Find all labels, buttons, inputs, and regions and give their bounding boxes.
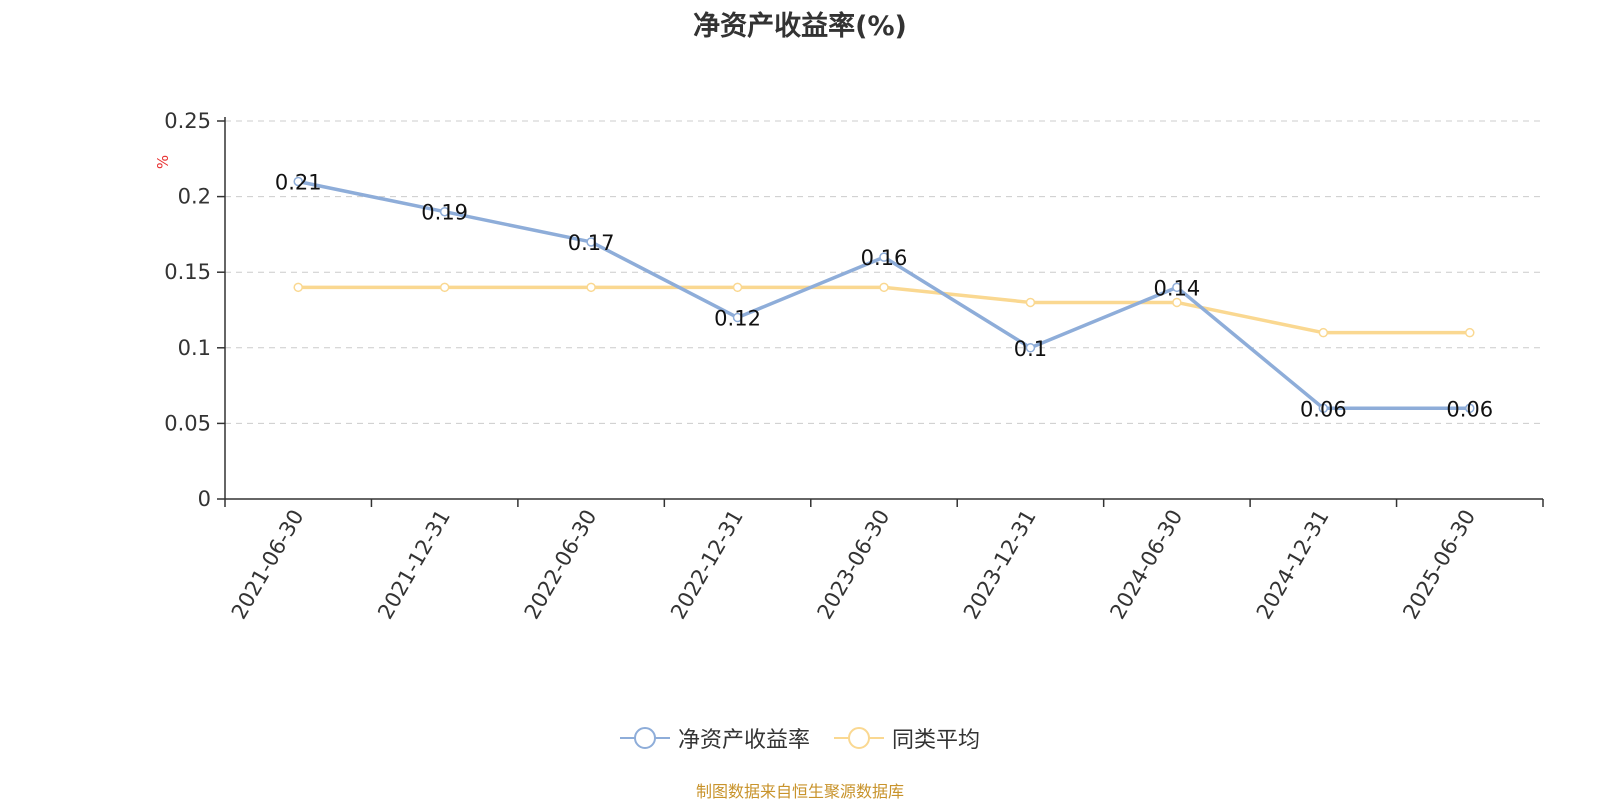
- x-tick-label: 2021-12-31: [373, 506, 455, 624]
- series-line-roe: [297, 179, 1470, 411]
- legend-line-circle-icon: [834, 725, 884, 751]
- y-tick-label: 0.05: [164, 411, 211, 435]
- grid-lines: [225, 120, 1543, 424]
- data-point-roe: [732, 312, 743, 323]
- data-labels: 0.21 0.19 0.17 0.12 0.16 0.1 0.14 0.06 0.06: [275, 170, 1493, 421]
- data-point-peer-average: [586, 282, 596, 293]
- data-label: 0.06: [1446, 397, 1493, 421]
- series-lines: [293, 176, 1475, 414]
- data-point-roe: [1465, 403, 1475, 414]
- data-label: 0.16: [861, 246, 908, 270]
- legend-label-series-2: 同类平均: [892, 728, 981, 753]
- data-point-peer-average: [732, 282, 743, 293]
- data-source-note: 制图数据来自恒生聚源数据库: [695, 782, 904, 801]
- data-label: 0.17: [568, 231, 615, 255]
- data-point-peer-average: [439, 282, 450, 293]
- data-point-peer-average: [1025, 297, 1036, 308]
- x-tick-label: 2024-12-31: [1252, 506, 1334, 624]
- legend: 净资产收益率 同类平均: [0, 722, 1600, 754]
- axes: 0 0.05 0.1 0.15 0.2 0.25% 2021-06-30 2021-12-31…: [154, 109, 1544, 624]
- data-label: 0.1: [1014, 337, 1047, 361]
- series-line-peer-average: [298, 285, 1470, 335]
- y-tick-label: 0.2: [178, 185, 211, 209]
- data-point-peer-average: [293, 282, 303, 293]
- y-tick-label: 0.25: [164, 109, 211, 133]
- y-axis-unit-label: %: [154, 155, 172, 169]
- x-tick-label: 2024-06-30: [1105, 506, 1187, 624]
- data-point-roe: [439, 206, 450, 217]
- data-point-roe: [1318, 403, 1329, 414]
- data-label: 0.19: [421, 201, 468, 225]
- y-tick-label: 0.1: [178, 336, 211, 360]
- y-tick-label: 0: [198, 487, 211, 511]
- legend-item-series-2[interactable]: 同类平均: [834, 722, 980, 754]
- x-tick-label: 2021-06-30: [227, 506, 309, 624]
- data-label: 0.12: [714, 307, 761, 331]
- x-tick-label: 2025-06-30: [1398, 506, 1480, 624]
- data-label: 0.21: [275, 170, 322, 194]
- chart-title: 净资产收益率(%): [693, 11, 907, 42]
- data-point-roe: [293, 176, 303, 187]
- x-tick-label: 2023-06-30: [813, 506, 895, 624]
- x-tick-label: 2022-12-31: [666, 506, 748, 624]
- data-point-roe: [1025, 343, 1036, 353]
- data-label: 0.14: [1154, 276, 1201, 300]
- legend-label-series-1: 净资产收益率: [677, 728, 810, 753]
- data-point-peer-average: [1465, 327, 1475, 338]
- data-point-roe: [879, 252, 889, 262]
- data-point-peer-average: [879, 282, 889, 293]
- x-tick-label: 2022-06-30: [520, 506, 602, 624]
- legend-line-circle-icon: [619, 725, 670, 751]
- data-point-peer-average: [1172, 297, 1182, 308]
- x-tick-label: 2023-12-31: [959, 506, 1041, 624]
- data-point-peer-average: [1318, 327, 1329, 338]
- y-tick-label: 0.15: [164, 260, 211, 284]
- data-point-roe: [586, 237, 596, 247]
- data-label: 0.06: [1300, 397, 1347, 421]
- legend-item-series-1[interactable]: 净资产收益率: [619, 722, 810, 754]
- data-point-roe: [1172, 282, 1182, 293]
